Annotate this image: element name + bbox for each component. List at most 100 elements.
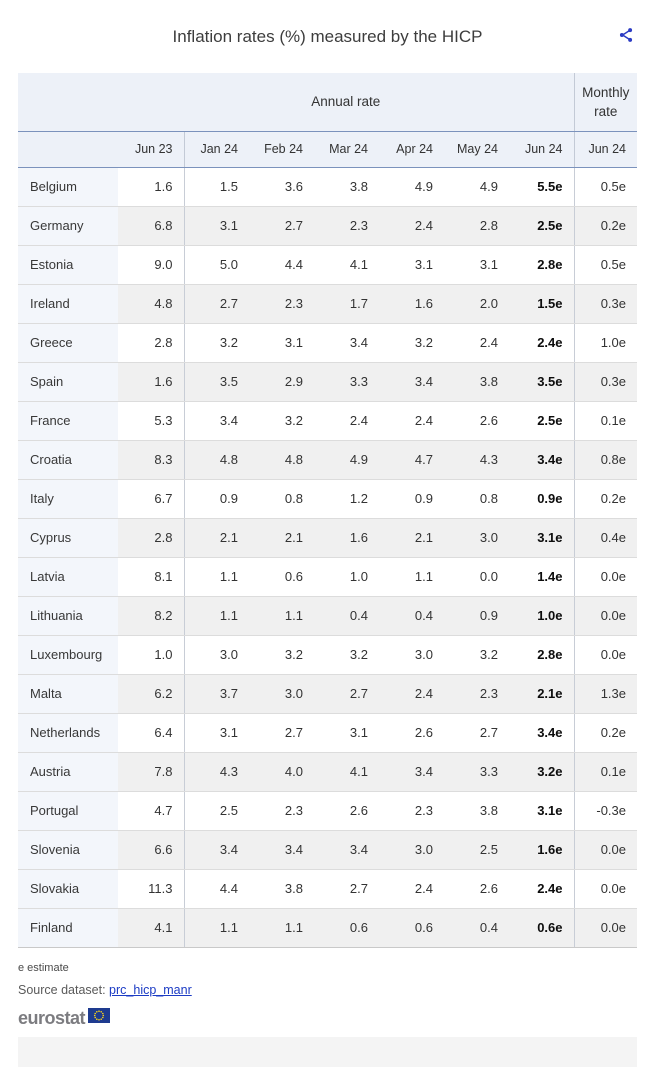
annual-value-cell: 2.3 [444, 674, 509, 714]
col-header-jun23: Jun 23 [118, 131, 185, 168]
annual-value-cell: 1.6 [118, 167, 185, 207]
country-cell: Italy [18, 479, 118, 519]
table-row: Finland 4.1 1.1 1.1 0.6 0.6 0.4 0.6e 0.0e [18, 908, 637, 948]
country-cell: Slovakia [18, 869, 118, 909]
annual-value-cell: 4.8 [118, 284, 185, 324]
annual-value-cell: 3.1 [184, 713, 249, 753]
annual-value-cell: 2.7 [249, 206, 314, 246]
annual-value-cell: 0.6 [314, 908, 379, 948]
rates-table-container: Annual rate Monthly rate Jun 23 Jan 24 F… [18, 73, 637, 948]
annual-value-cell: 2.4 [379, 869, 444, 909]
annual-value-cell: 3.1 [314, 713, 379, 753]
annual-value-cell: 2.9 [249, 362, 314, 402]
monthly-value-cell: 0.3e [574, 284, 637, 324]
country-cell: Luxembourg [18, 635, 118, 675]
monthly-value-cell: 0.1e [574, 752, 637, 792]
table-row: Greece 2.8 3.2 3.1 3.4 3.2 2.4 2.4e 1.0e [18, 323, 637, 363]
annual-value-cell: 2.6 [379, 713, 444, 753]
annual-value-cell: 4.9 [444, 167, 509, 207]
monthly-value-cell: 0.0e [574, 635, 637, 675]
annual-value-cell: 1.6 [314, 518, 379, 558]
annual-value-cell: 3.4 [184, 401, 249, 441]
annual-value-cell: 2.8 [444, 206, 509, 246]
source-dataset-line: Source dataset: prc_hicp_manr [18, 983, 637, 997]
annual-value-cell: 4.7 [118, 791, 185, 831]
annual-value-cell: 5.3 [118, 401, 185, 441]
annual-value-cell: 3.5 [184, 362, 249, 402]
annual-value-cell: 2.7 [184, 284, 249, 324]
monthly-value-cell: 0.2e [574, 479, 637, 519]
table-row: Malta 6.2 3.7 3.0 2.7 2.4 2.3 2.1e 1.3e [18, 674, 637, 714]
country-cell: Greece [18, 323, 118, 363]
annual-value-cell: 8.1 [118, 557, 185, 597]
annual-value-cell: 2.1 [249, 518, 314, 558]
monthly-value-cell: -0.3e [574, 791, 637, 831]
annual-value-cell: 1.5 [184, 167, 249, 207]
country-cell: Lithuania [18, 596, 118, 636]
monthly-value-cell: 0.5e [574, 167, 637, 207]
annual-value-cell: 3.4 [314, 830, 379, 870]
annual-value-cell: 3.1 [249, 323, 314, 363]
annual-value-cell: 6.6 [118, 830, 185, 870]
annual-value-cell: 4.0 [249, 752, 314, 792]
share-button[interactable] [616, 26, 636, 46]
annual-value-cell: 2.7 [249, 713, 314, 753]
table-row: Croatia 8.3 4.8 4.8 4.9 4.7 4.3 3.4e 0.8e [18, 440, 637, 480]
col-header-jun24-monthly: Jun 24 [574, 131, 637, 168]
annual-value-cell: 2.3 [314, 206, 379, 246]
annual-value-cell: 2.6 [444, 401, 509, 441]
annual-value-cell: 2.4 [314, 401, 379, 441]
country-cell: Slovenia [18, 830, 118, 870]
annual-value-cell: 3.0 [379, 635, 444, 675]
annual-value-cell: 2.1e [509, 674, 575, 714]
country-cell: Cyprus [18, 518, 118, 558]
col-header-jan24: Jan 24 [184, 131, 249, 168]
annual-value-cell: 2.8e [509, 635, 575, 675]
column-header-row: Jun 23 Jan 24 Feb 24 Mar 24 Apr 24 May 2… [18, 131, 637, 168]
annual-value-cell: 2.4 [379, 206, 444, 246]
country-cell: Portugal [18, 791, 118, 831]
annual-value-cell: 7.8 [118, 752, 185, 792]
source-dataset-link[interactable]: prc_hicp_manr [109, 982, 192, 997]
table-row: Portugal 4.7 2.5 2.3 2.6 2.3 3.8 3.1e -0.3e [18, 791, 637, 831]
annual-value-cell: 2.7 [314, 869, 379, 909]
col-header-jun24-annual: Jun 24 [509, 131, 575, 168]
table-row: Estonia 9.0 5.0 4.4 4.1 3.1 3.1 2.8e 0.5e [18, 245, 637, 285]
annual-value-cell: 0.9 [184, 479, 249, 519]
annual-value-cell: 0.6 [249, 557, 314, 597]
table-row: Slovakia 11.3 4.4 3.8 2.7 2.4 2.6 2.4e 0.0e [18, 869, 637, 909]
annual-value-cell: 3.1 [444, 245, 509, 285]
annual-value-cell: 0.4 [444, 908, 509, 948]
annual-value-cell: 11.3 [118, 869, 185, 909]
country-cell: Germany [18, 206, 118, 246]
monthly-rate-group-header: Monthly rate [573, 73, 637, 132]
annual-value-cell: 0.8 [249, 479, 314, 519]
country-cell: Belgium [18, 167, 118, 207]
annual-value-cell: 3.4 [379, 752, 444, 792]
annual-value-cell: 2.4 [379, 674, 444, 714]
annual-value-cell: 3.4 [379, 362, 444, 402]
monthly-value-cell: 0.3e [574, 362, 637, 402]
annual-value-cell: 1.1 [249, 596, 314, 636]
annual-value-cell: 5.5e [509, 167, 575, 207]
page-title: Inflation rates (%) measured by the HICP [172, 27, 483, 46]
annual-value-cell: 2.8e [509, 245, 575, 285]
annual-value-cell: 2.3 [249, 284, 314, 324]
annual-value-cell: 6.4 [118, 713, 185, 753]
annual-value-cell: 6.2 [118, 674, 185, 714]
rates-table: Annual rate Monthly rate Jun 23 Jan 24 F… [18, 73, 637, 948]
annual-value-cell: 2.5 [444, 830, 509, 870]
annual-value-cell: 2.7 [314, 674, 379, 714]
annual-value-cell: 1.5e [509, 284, 575, 324]
annual-value-cell: 4.8 [249, 440, 314, 480]
corner-blank-cell [18, 73, 118, 132]
annual-value-cell: 2.4e [509, 323, 575, 363]
annual-value-cell: 3.0 [249, 674, 314, 714]
annual-value-cell: 3.1 [379, 245, 444, 285]
annual-value-cell: 2.1 [184, 518, 249, 558]
table-row: Austria 7.8 4.3 4.0 4.1 3.4 3.3 3.2e 0.1e [18, 752, 637, 792]
estimate-note: e estimate [18, 961, 69, 974]
annual-value-cell: 6.8 [118, 206, 185, 246]
monthly-value-cell: 0.0e [574, 869, 637, 909]
annual-value-cell: 4.3 [184, 752, 249, 792]
